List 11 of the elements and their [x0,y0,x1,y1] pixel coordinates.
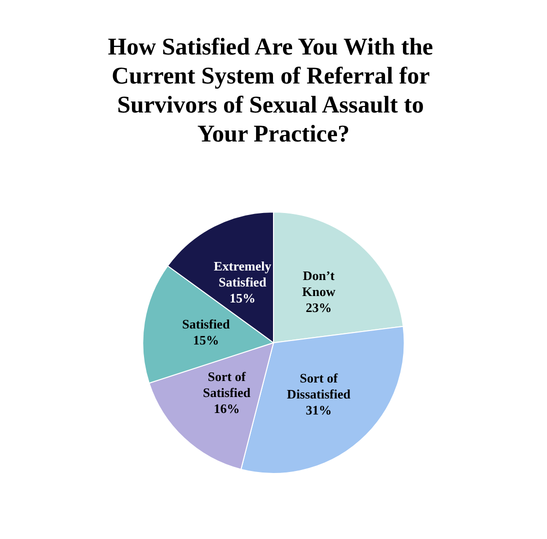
slice-label: Satisfied [182,316,231,332]
data-label: 23% [306,300,332,315]
data-label: 15% [229,290,256,306]
slice-label: Sort of Satisfied [202,369,252,400]
slice-label: Don’t Know [302,268,336,299]
data-label: 31% [306,402,332,418]
slice-label: Sort of Dissatisfied [286,370,352,402]
slice-label: Extremely Satisfied [214,258,272,290]
chart-title: How Satisfied Are You With the Current System of Referral for Survivors of Sexual Assault to Your Practice? [108,34,440,148]
data-label: 16% [214,401,240,416]
data-label: 15% [192,332,219,348]
